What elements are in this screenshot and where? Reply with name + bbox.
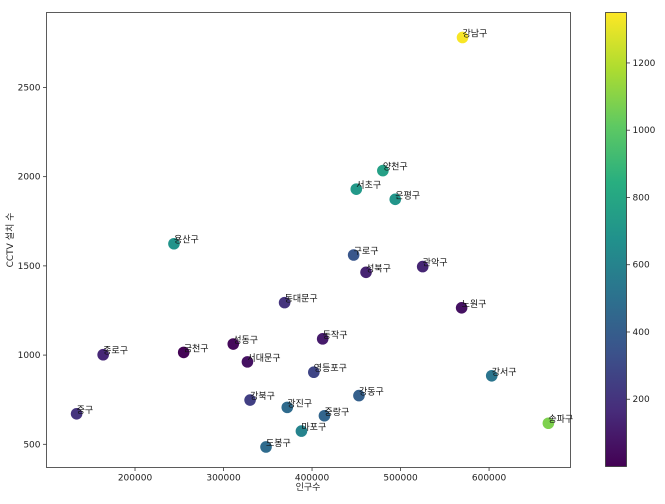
data-point — [70, 407, 83, 420]
data-points — [70, 31, 555, 453]
colorbar-tick-label: 1200 — [633, 59, 656, 69]
data-point-label: 금천구 — [184, 343, 209, 354]
colorbar-tick-label: 1000 — [633, 126, 656, 136]
data-point-label: 강북구 — [250, 391, 275, 402]
data-point — [353, 389, 365, 402]
data-point — [97, 348, 109, 361]
plot-area: 인구수 CCTV 설치 수 200000 300000 400000 500000 60… — [4, 12, 574, 493]
data-point-label: 송파구 — [548, 414, 573, 425]
colorbar-ticks: 200 400 600 800 1000 1200 — [626, 59, 656, 405]
data-point — [377, 164, 389, 177]
data-point — [542, 417, 555, 430]
data-point — [318, 409, 331, 422]
colorbar-tick-label: 400 — [633, 328, 650, 338]
x-tick-label: 600000 — [472, 474, 507, 484]
y-tick-label: 1500 — [18, 262, 41, 272]
data-point-label: 은평구 — [395, 190, 420, 201]
data-point-label: 성북구 — [366, 263, 391, 274]
data-point-label: 노원구 — [462, 299, 487, 310]
data-point — [455, 302, 468, 314]
data-point-label: 용산구 — [174, 235, 199, 246]
data-point — [456, 31, 469, 44]
data-point — [347, 249, 360, 261]
data-point — [168, 237, 180, 250]
plot-frame — [46, 12, 571, 468]
data-point-label: 중구 — [77, 405, 94, 416]
data-point — [260, 441, 272, 453]
data-point-label: 서대문구 — [247, 353, 280, 364]
x-tick-label: 200000 — [118, 474, 153, 484]
data-point — [241, 356, 254, 368]
data-point — [177, 346, 190, 359]
data-point — [350, 183, 363, 195]
data-point — [281, 401, 294, 414]
data-point — [227, 338, 240, 350]
x-ticks: 200000 300000 400000 500000 600000 — [118, 467, 507, 484]
data-point — [389, 193, 402, 206]
y-axis-label: CCTV 설치 수 — [4, 213, 16, 268]
data-point-label: 서초구 — [356, 180, 381, 191]
data-point-label: 동작구 — [323, 330, 348, 341]
data-point — [244, 394, 256, 406]
data-point-label: 도봉구 — [266, 438, 291, 449]
data-point — [308, 366, 320, 379]
colorbar-tick-label: 600 — [633, 261, 650, 271]
colorbar-gradient — [605, 12, 627, 467]
data-point-label: 구로구 — [354, 246, 379, 257]
data-point-label: 영등포구 — [314, 363, 347, 374]
y-tick-label: 2000 — [18, 173, 41, 183]
y-tick-label: 500 — [23, 440, 40, 450]
data-point-label: 강동구 — [359, 387, 384, 398]
data-point-label: 강남구 — [463, 28, 488, 39]
x-tick-label: 500000 — [383, 474, 418, 484]
data-point-label: 종로구 — [103, 346, 128, 357]
x-axis-label: 인구수 — [296, 482, 321, 493]
data-point-label: 양천구 — [383, 162, 408, 173]
data-point-label: 마포구 — [301, 422, 326, 433]
data-point-label: 관악구 — [423, 257, 448, 269]
y-tick-label: 1000 — [18, 351, 41, 361]
data-point-label: 중랑구 — [324, 406, 349, 418]
y-ticks: 500 1000 1500 2000 2500 — [18, 83, 47, 450]
x-tick-label: 300000 — [206, 474, 241, 484]
data-point-label: 강서구 — [492, 367, 517, 378]
colorbar-tick-label: 800 — [633, 193, 650, 203]
data-point-label: 광진구 — [287, 397, 312, 409]
data-point — [360, 266, 372, 279]
colorbar: 200 400 600 800 1000 1200 — [605, 12, 656, 467]
data-point — [316, 333, 329, 345]
data-point — [416, 260, 429, 273]
data-point — [278, 296, 291, 309]
data-point — [485, 369, 498, 382]
data-point — [295, 425, 308, 437]
colorbar-tick-label: 200 — [633, 395, 650, 405]
x-tick-label: 400000 — [295, 474, 330, 484]
data-point-label: 동대문구 — [285, 294, 318, 305]
data-point-label: 성동구 — [233, 335, 258, 346]
y-tick-label: 2500 — [18, 83, 41, 93]
